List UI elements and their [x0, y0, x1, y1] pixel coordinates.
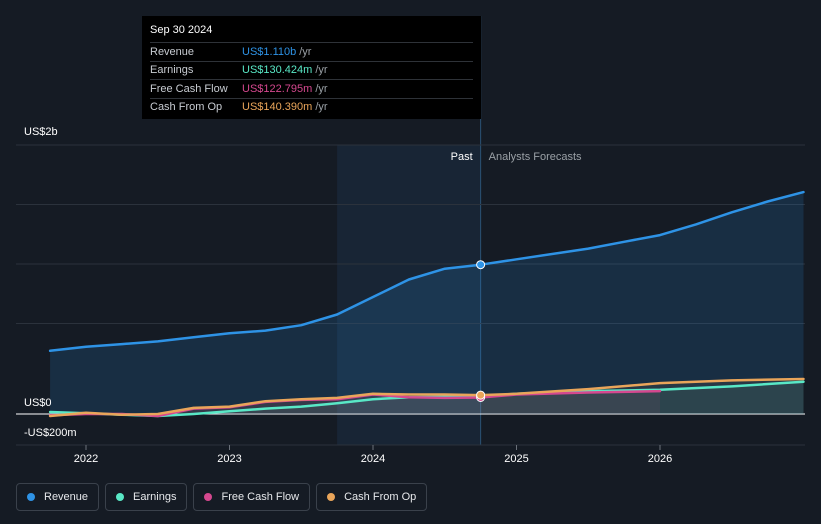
series-line-revenue — [48, 190, 805, 353]
tooltip-label: Cash From Op — [150, 101, 223, 114]
tooltip-unit: /yr — [315, 64, 328, 77]
x-tick-label: 2023 — [217, 453, 241, 465]
tooltip-label: Revenue — [150, 45, 195, 58]
series-line-cash-from-op — [48, 377, 805, 418]
legend-item-revenue[interactable]: Revenue — [16, 483, 100, 511]
legend-dot — [27, 493, 35, 501]
y-label-top: US$2b — [24, 126, 58, 138]
legend-label: Revenue — [44, 491, 89, 503]
tooltip-row-earnings: Earnings US$130.424m /yr — [150, 60, 473, 80]
tooltip-value: US$122.795m — [242, 82, 313, 95]
legend-label: Earnings — [133, 491, 177, 503]
y-label-bottom: -US$200m — [24, 427, 77, 439]
legend-dot — [327, 493, 336, 501]
tooltip-unit: /yr — [315, 82, 328, 95]
legend-item-earnings[interactable]: Earnings — [105, 483, 188, 511]
x-tick-label: 2025 — [504, 453, 528, 465]
x-tick-label: 2026 — [648, 453, 672, 465]
x-tick-label: 2024 — [361, 453, 385, 465]
tooltip-unit: /yr — [299, 45, 312, 58]
legend-dot — [116, 493, 125, 501]
x-tick-label: 2022 — [74, 453, 98, 465]
area-earnings — [50, 381, 804, 416]
tooltip-date: Sep 30 2024 — [150, 24, 213, 36]
area-free-cash-flow — [50, 391, 661, 416]
tooltip: Sep 30 2024 Revenue US$1.110b /yr Earnin… — [142, 16, 481, 119]
legend-dot — [204, 493, 213, 501]
tooltip-row-free-cash-flow: Free Cash Flow US$122.795m /yr — [150, 79, 473, 98]
marker-revenue — [476, 260, 486, 270]
tooltip-label: Earnings — [150, 64, 194, 77]
tooltip-row-cash-from-op: Cash From Op US$140.390m /yr — [150, 97, 473, 117]
y-label-zero: US$0 — [24, 397, 52, 409]
legend: Revenue Earnings Free Cash Flow Cash Fro… — [16, 483, 428, 511]
legend-item-cash-from-op[interactable]: Cash From Op — [316, 483, 428, 511]
period-forecast-label: Analysts Forecasts — [489, 151, 582, 163]
tooltip-value: US$130.424m — [242, 64, 313, 77]
legend-label: Cash From Op — [344, 491, 417, 503]
tooltip-value: US$1.110b — [242, 45, 297, 58]
tooltip-row-revenue: Revenue US$1.110b /yr — [150, 42, 473, 61]
tooltip-unit: /yr — [315, 101, 328, 114]
legend-item-free-cash-flow[interactable]: Free Cash Flow — [193, 483, 311, 511]
legend-label: Free Cash Flow — [221, 491, 300, 503]
period-past-label: Past — [451, 151, 473, 163]
tooltip-label: Free Cash Flow — [150, 82, 228, 95]
marker-cash-from-op — [476, 390, 486, 400]
tooltip-value: US$140.390m — [242, 101, 313, 114]
area-revenue — [50, 192, 804, 414]
